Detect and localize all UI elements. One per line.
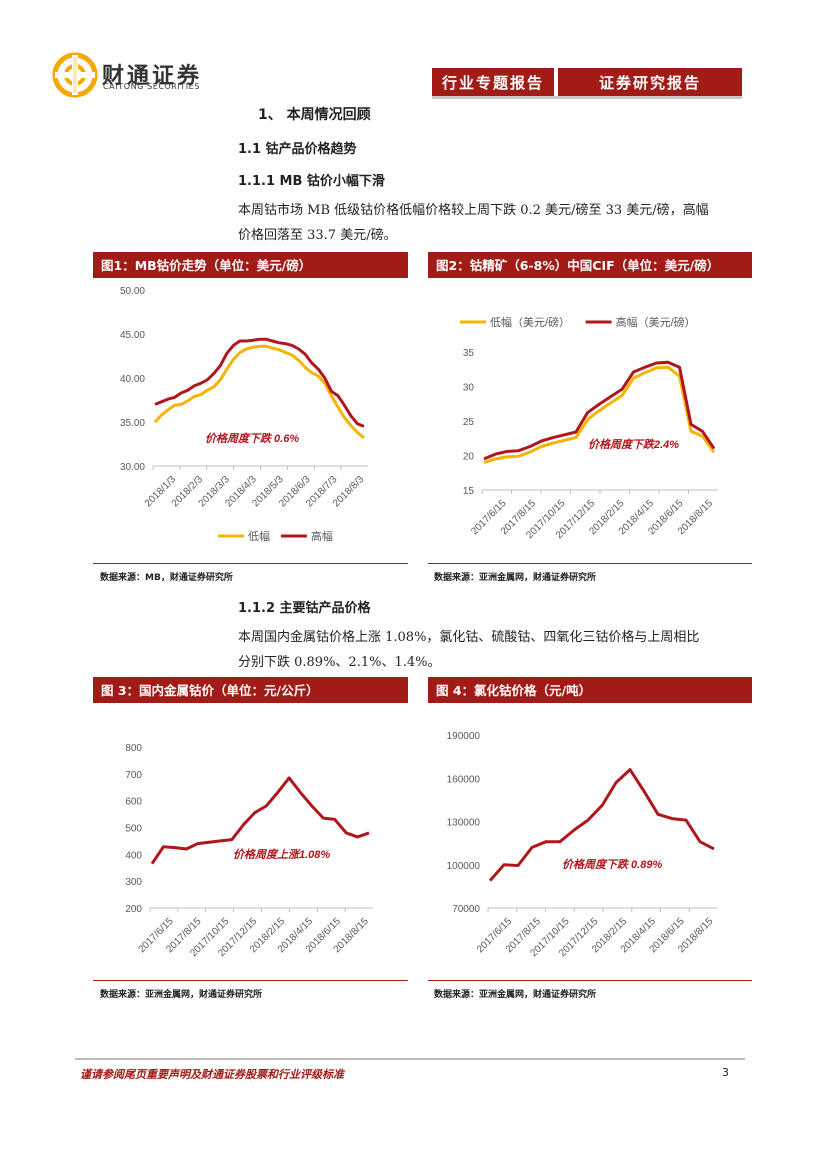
y-tick-label: 500 <box>125 824 142 835</box>
chart-annotation: 价格周度上涨1.08% <box>233 848 330 861</box>
figure-rule <box>428 276 752 278</box>
figure-rule <box>93 276 408 278</box>
series-line-高幅（美元/磅） <box>483 360 716 461</box>
y-tick-label: 30.00 <box>120 462 145 473</box>
series-line-氯化钴价格 <box>488 768 715 882</box>
report-type-tab: 行业专题报告 <box>432 68 554 96</box>
subsubsection-heading: 1.1.1 MB 钴价小幅下滑 <box>238 174 385 189</box>
y-tick-label: 50.00 <box>120 286 145 297</box>
figure-title: 图 4：氯化钴价格（元/吨） <box>428 677 752 701</box>
y-tick-label: 300 <box>125 877 142 888</box>
paragraph-line: 本周国内金属钴价格上涨 1.08%，氯化钴、硫酸钴、四氧化三钴价格与上周相比 <box>238 630 700 645</box>
logo-english-name: CAITONG SECURITIES <box>103 82 200 91</box>
chart-annotation: 价格周度下跌 0.89% <box>562 858 662 871</box>
y-tick-label: 800 <box>125 743 142 754</box>
paragraph-line: 分别下跌 0.89%、2.1%、1.4%。 <box>238 655 441 670</box>
footer-disclaimer: 谨请参阅尾页重要声明及财通证券股票和行业评级标准 <box>80 1068 344 1081</box>
company-logo <box>52 52 232 98</box>
figure-source: 数据来源：亚洲金属网，财通证券研究所 <box>434 573 597 583</box>
legend-label: 高幅（美元/磅） <box>616 315 696 329</box>
figure-source: 数据来源：亚洲金属网，财通证券研究所 <box>100 990 263 1000</box>
figure-bottom-rule <box>428 980 752 981</box>
y-tick-label: 200 <box>125 904 142 915</box>
series-line-国内金属钴价 <box>150 776 370 865</box>
chart-cobalt-concentrate-cif: 15202530352017/6/152017/8/152017/10/1520… <box>460 315 718 541</box>
y-tick-label: 40.00 <box>120 374 145 385</box>
paragraph-line: 价格回落至 33.7 美元/磅。 <box>238 228 397 243</box>
y-tick-label: 100000 <box>447 861 481 872</box>
report-category-tab: 证券研究报告 <box>558 68 742 96</box>
paragraph-line: 本周钴市场 MB 低级钴价格低幅价格较上周下跌 0.2 美元/磅至 33 美元/… <box>238 203 709 218</box>
logo-mark-icon <box>52 52 98 98</box>
y-tick-label: 45.00 <box>120 330 145 341</box>
y-tick-label: 30 <box>463 383 475 394</box>
y-tick-label: 35 <box>463 348 475 359</box>
figure-bottom-rule <box>428 563 752 564</box>
section-heading: 1、 本周情况回顾 <box>258 107 371 123</box>
figure-source: 数据来源：MB，财通证券研究所 <box>100 573 233 583</box>
chart-mb-cobalt-price: 30.0035.0040.0045.0050.002018/1/32018/2/… <box>120 286 368 543</box>
y-tick-label: 70000 <box>452 904 480 915</box>
y-tick-label: 25 <box>463 417 475 428</box>
legend-label: 低幅（美元/磅） <box>490 315 570 329</box>
y-tick-label: 700 <box>125 770 142 781</box>
footer-rule <box>75 1058 745 1060</box>
figure-rule <box>428 701 752 703</box>
legend-label: 高幅 <box>311 529 333 543</box>
page-number: 3 <box>722 1066 729 1079</box>
y-tick-label: 160000 <box>447 774 481 785</box>
y-tick-label: 600 <box>125 797 142 808</box>
series-line-低幅（美元/磅） <box>483 365 716 464</box>
figure-title: 图1：MB钴价走势（单位：美元/磅） <box>93 252 408 276</box>
figure-title: 图 3：国内金属钴价（单位：元/公斤） <box>93 677 408 701</box>
subsection-heading: 1.1 钴产品价格趋势 <box>238 142 357 157</box>
y-tick-label: 15 <box>463 486 475 497</box>
y-tick-label: 400 <box>125 850 142 861</box>
logo-chinese-name: 财通证券 <box>102 63 203 89</box>
figure-bottom-rule <box>93 980 408 981</box>
legend-label: 低幅 <box>248 530 270 543</box>
y-tick-label: 130000 <box>447 818 481 829</box>
header-rule <box>432 96 742 99</box>
chart-cobalt-chloride-price: 700001000001300001600001900002017/6/1520… <box>447 731 718 959</box>
series-line-高幅 <box>154 337 365 428</box>
figure-title: 图2：钴精矿（6-8%）中国CIF（单位：美元/磅） <box>428 252 752 276</box>
y-tick-label: 35.00 <box>120 418 145 429</box>
figure-source: 数据来源：亚洲金属网，财通证券研究所 <box>434 990 597 1000</box>
subsubsection-heading: 1.1.2 主要钴产品价格 <box>238 601 371 616</box>
chart-domestic-cobalt-price: 2003004005006007008002017/6/152017/8/152… <box>125 743 373 959</box>
y-tick-label: 20 <box>463 452 475 463</box>
chart-annotation: 价格周度下跌 0.6% <box>205 432 299 445</box>
y-tick-label: 190000 <box>447 731 481 742</box>
figure-rule <box>93 701 408 703</box>
series-line-低幅 <box>153 344 365 439</box>
chart-annotation: 价格周度下跌2.4% <box>588 438 679 451</box>
figure-bottom-rule <box>93 563 408 564</box>
